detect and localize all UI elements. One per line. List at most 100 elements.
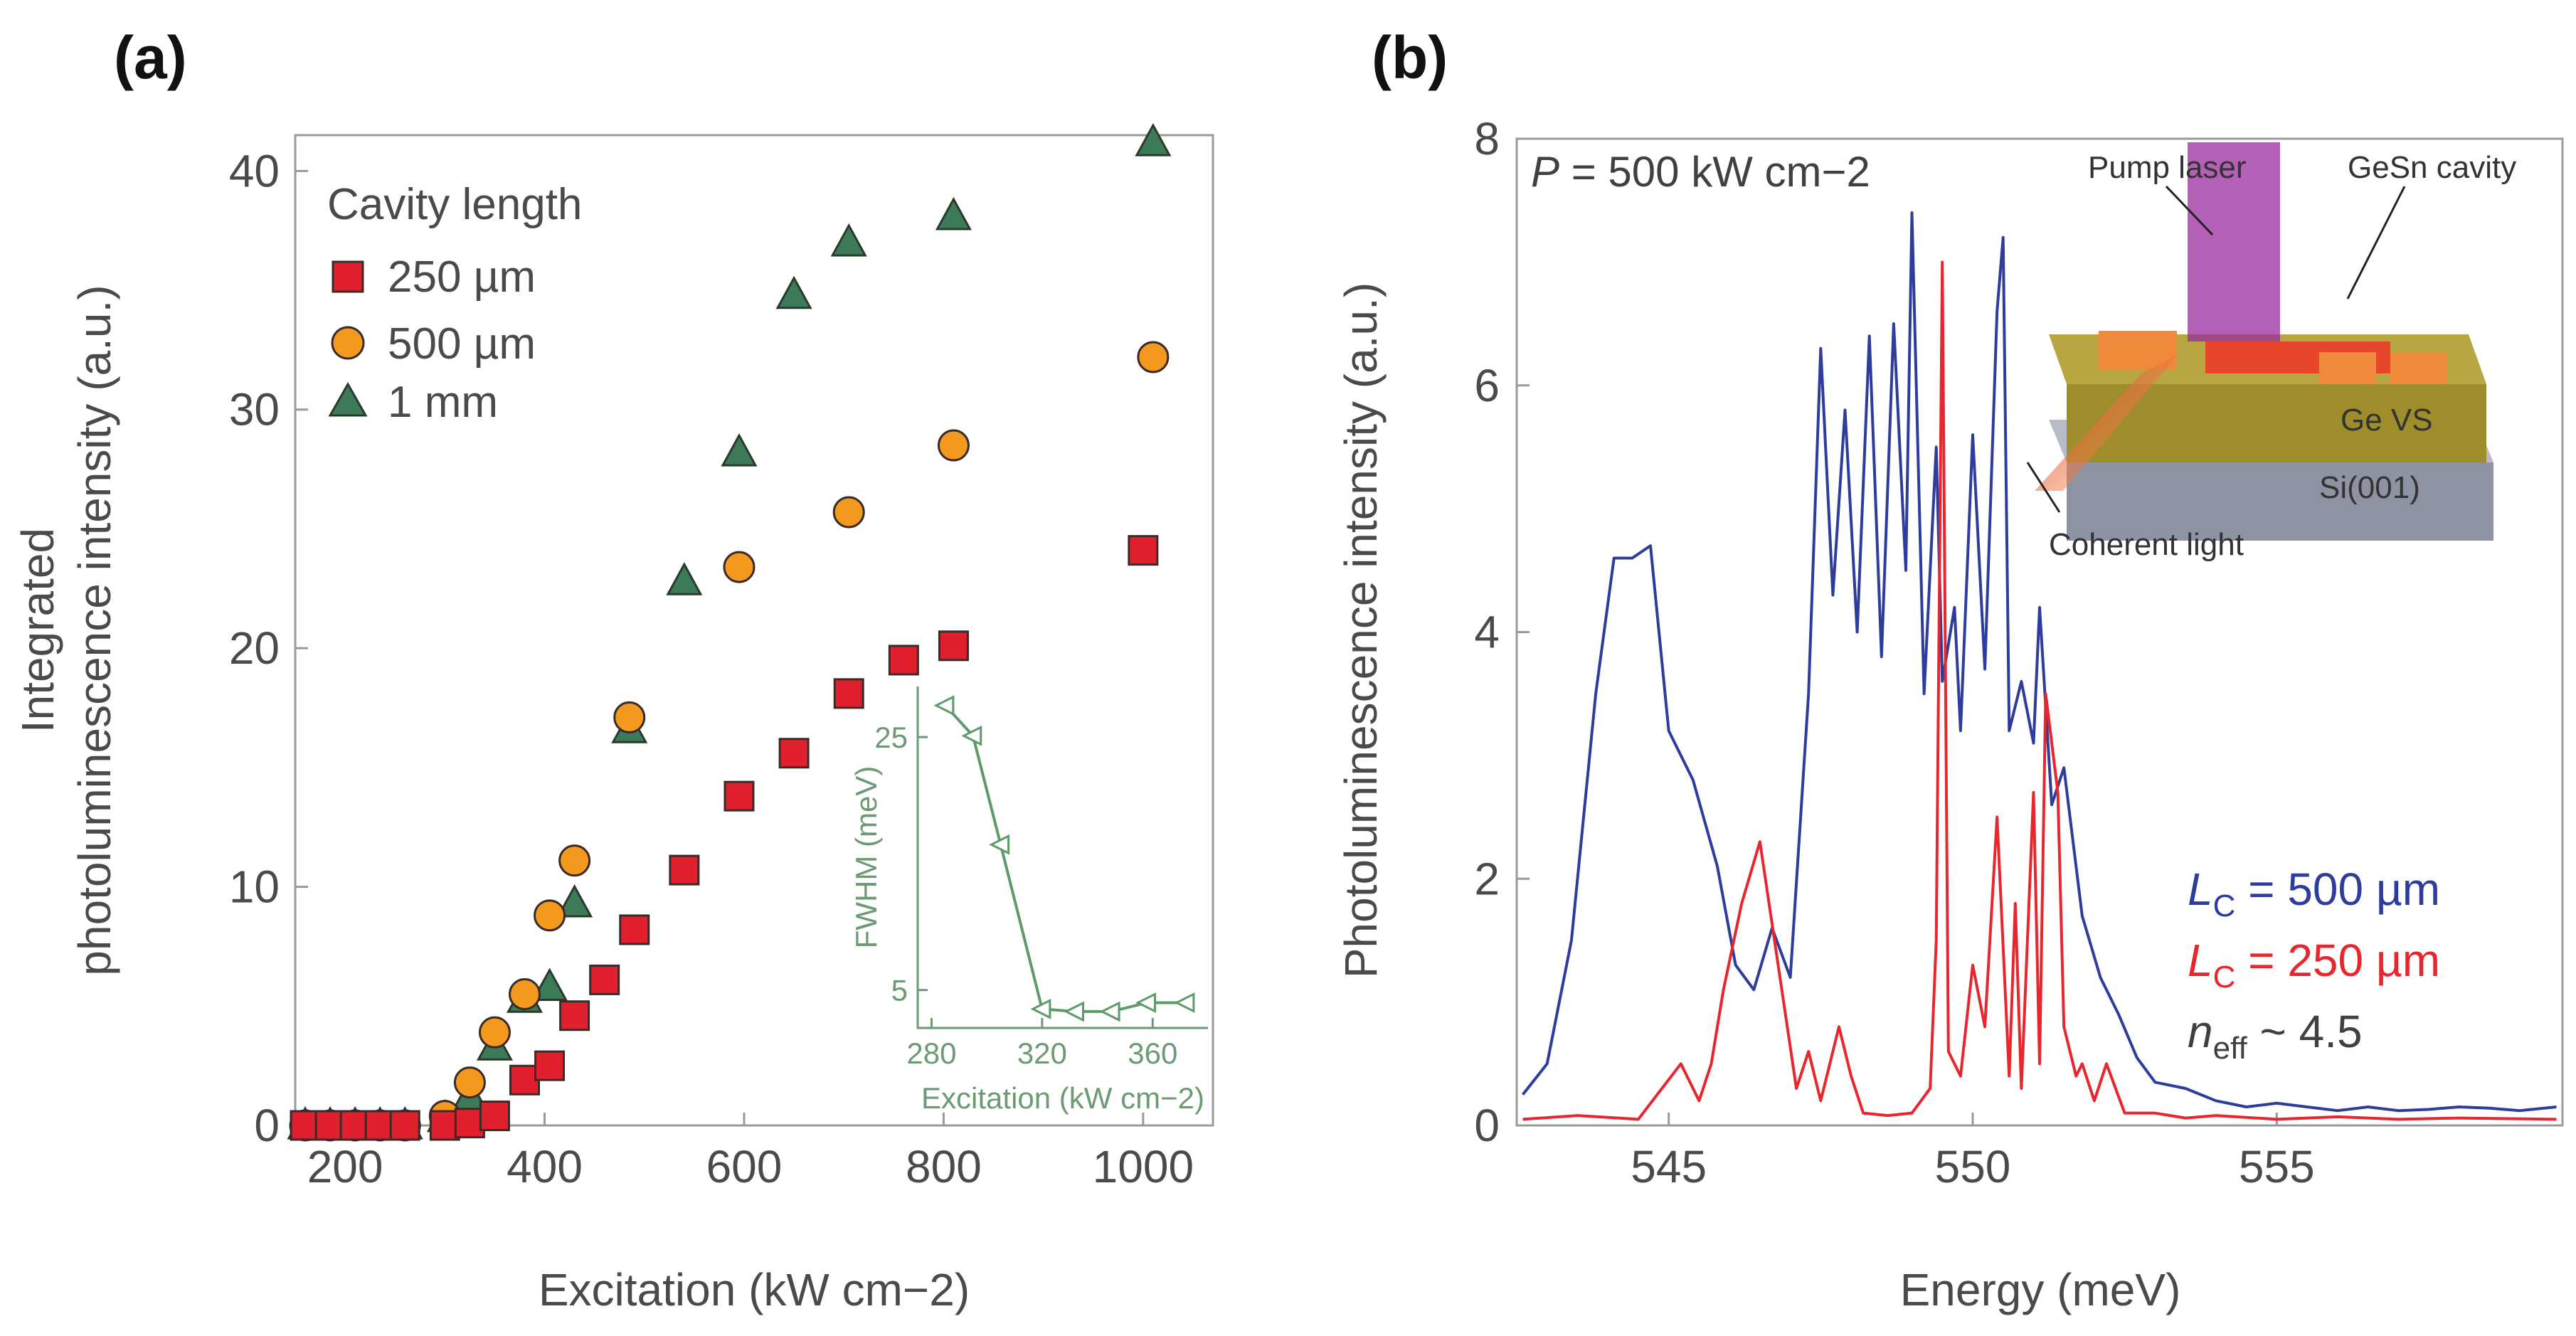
chart-b-x-tick-label: 555: [2239, 1141, 2315, 1192]
chart-b-y-tick-label: 2: [1474, 853, 1500, 904]
data-point-1mm: [531, 967, 568, 1001]
chart-b-xlabel: Energy (meV): [1900, 1264, 2181, 1315]
data-point-250um: [454, 1108, 485, 1139]
schematic-pointer-coherent: [2026, 462, 2061, 513]
inset-data-point: [1030, 998, 1051, 1019]
data-point-250um: [888, 645, 919, 676]
schematic-si-front: [2067, 462, 2493, 541]
chart-a-y-tick-label: 10: [229, 861, 280, 913]
data-point-250um: [290, 1110, 321, 1141]
chart-b-x-tick-label: 550: [1935, 1141, 2011, 1192]
data-point-500um: [558, 844, 591, 877]
inset-data-point: [1174, 992, 1195, 1013]
inset-x-tick-label: 360: [1128, 1037, 1177, 1070]
chart-a-data-points: [287, 122, 1172, 1142]
data-point-250um: [534, 1050, 566, 1081]
data-point-500um: [613, 701, 646, 733]
inset-y-tick-label: 25: [874, 721, 908, 754]
chart-a-x-tick-label: 600: [706, 1141, 783, 1192]
data-point-500um: [534, 899, 566, 932]
panel-label-a: (a): [114, 24, 187, 91]
legend-marker-circle: [331, 326, 365, 360]
data-point-250um: [509, 1064, 540, 1096]
chart-b-legend: LC = 500 µm LC = 250 µm neff ~ 4.5: [2188, 864, 2440, 1066]
data-point-250um: [833, 678, 864, 709]
data-point-500um: [937, 429, 970, 462]
chart-a-frame: [294, 134, 1214, 1127]
legend-marker-square: [332, 260, 364, 293]
chart-a-x-tick-label: 400: [507, 1141, 583, 1192]
panel-label-b: (b): [1372, 24, 1448, 91]
pump-power-annotation: P = 500 kW cm−2: [1531, 148, 1870, 196]
inset-y-tick-label: 5: [891, 974, 908, 1007]
schematic-pointer-pump: [2165, 185, 2214, 236]
data-point-250um: [479, 1101, 510, 1132]
chart-b-y-ticks: 0 2 4 6 8: [1474, 113, 1530, 1151]
inset-data-point: [1099, 1001, 1120, 1022]
data-point-1mm: [721, 433, 758, 467]
data-point-1mm: [666, 562, 703, 595]
data-point-500um: [1137, 341, 1170, 373]
chart-a-ylabel-line1: Integrated: [12, 528, 63, 733]
legend-label-250um: 250 µm: [388, 253, 536, 302]
data-point-500um: [723, 551, 756, 583]
chart-b-y-tick-label: 8: [1474, 113, 1500, 164]
data-point-250um: [723, 780, 755, 812]
data-point-250um: [1128, 535, 1159, 566]
chart-a-x-tick-label: 800: [906, 1141, 982, 1192]
chart-a-y-tick-label: 0: [254, 1100, 280, 1151]
inset-data-point: [989, 834, 1010, 855]
data-point-250um: [559, 1000, 590, 1032]
data-point-250um: [619, 914, 650, 945]
chart-a-legend: Cavity length 250 µm 500 µm 1 mm: [327, 180, 582, 427]
chart-a-y-tick-label: 20: [229, 622, 280, 674]
schematic-pump-beam: [2188, 142, 2280, 341]
chart-a-y-ticks: 0 10 20 30 40: [229, 145, 308, 1151]
chart-a-inset: 5 25 280 320 360 FWHM (meV) Excitation (kW c…: [849, 686, 1208, 1115]
inset-x-tick-label: 320: [1017, 1037, 1067, 1070]
data-point-1mm: [935, 196, 972, 230]
legend-title: Cavity length: [327, 180, 582, 229]
legend-label-1mm: 1 mm: [388, 378, 498, 427]
chart-b-ylabel: Photoluminescence intensity (a.u.): [1335, 282, 1387, 978]
data-point-250um: [589, 964, 620, 995]
chart-a-xlabel: Excitation (kW cm−2): [539, 1264, 970, 1315]
schematic-label-pump: Pump laser: [2088, 150, 2247, 185]
chart-b: 0 2 4 6 8 545 550 555 Photoluminescence intens…: [1335, 113, 2564, 1315]
legend-lc250: LC = 250 µm: [2188, 935, 2440, 995]
chart-b-y-tick-label: 0: [1474, 1100, 1500, 1151]
schematic-cavity-3: [2319, 352, 2376, 384]
chart-b-y-tick-label: 4: [1474, 607, 1500, 658]
inset-data-point: [961, 725, 982, 746]
chart-b-y-tick-label: 6: [1474, 360, 1500, 411]
chart-a-y-tick-label: 40: [229, 145, 280, 196]
chart-a-x-tick-label: 200: [307, 1141, 383, 1192]
data-point-500um: [478, 1016, 511, 1049]
legend-marker-triangle: [328, 381, 368, 417]
spectrum-line-500um: [1521, 211, 2557, 1113]
data-point-1mm: [1135, 122, 1172, 157]
data-point-250um: [938, 630, 969, 662]
inset-xlabel: Excitation (kW cm−2): [921, 1081, 1204, 1115]
inset-series-line: [944, 704, 1186, 1013]
data-point-250um: [389, 1110, 420, 1141]
chart-a-x-tick-label: 1000: [1093, 1141, 1194, 1192]
schematic-pointer-gesn: [2346, 186, 2406, 299]
schematic-label-gesn: GeSn cavity: [2348, 150, 2516, 185]
data-point-500um: [453, 1066, 486, 1099]
chart-a-y-tick-label: 30: [229, 384, 280, 435]
data-point-250um: [778, 738, 810, 769]
chart-b-spectra: [1521, 211, 2557, 1121]
schematic-coherent-light: [2035, 356, 2177, 491]
schematic-label-coherent: Coherent light: [2049, 527, 2244, 562]
data-point-1mm: [775, 275, 812, 309]
schematic-ge-front: [2067, 384, 2486, 462]
data-point-250um: [669, 854, 700, 886]
schematic-label-si: Si(001): [2319, 470, 2420, 505]
inset-axes: [916, 686, 1208, 1029]
data-point-1mm: [556, 884, 593, 918]
device-schematic: Pump laser GeSn cavity Ge VS Si(001) Coh…: [2026, 142, 2516, 562]
data-point-1mm: [830, 223, 867, 257]
inset-data-point: [1064, 1001, 1084, 1022]
